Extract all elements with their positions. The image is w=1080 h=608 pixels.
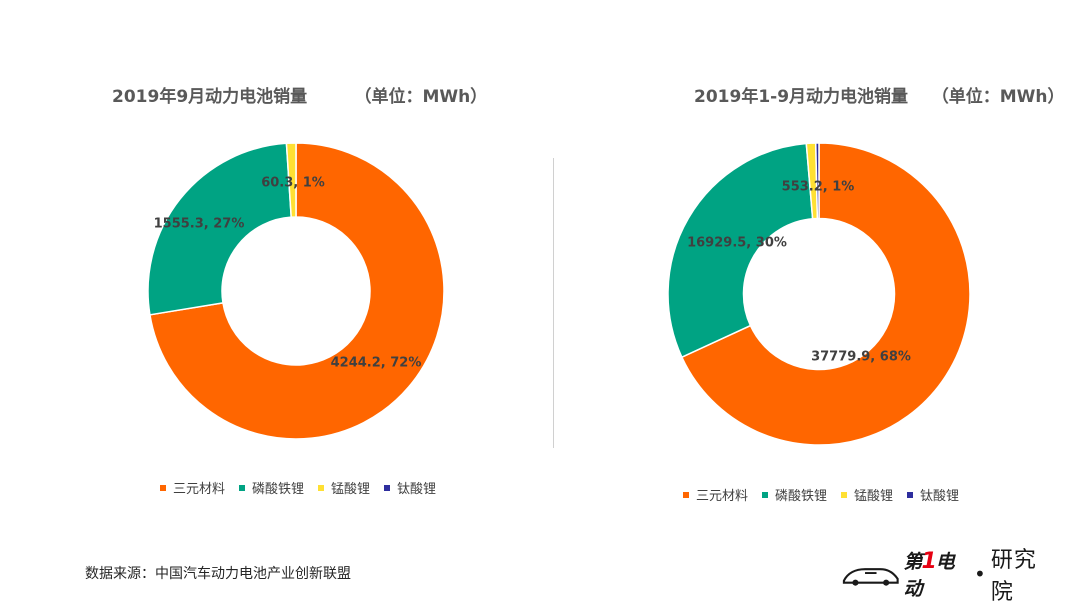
data-label-lfp: 16929.5, 30% <box>687 236 787 251</box>
legend-cumulative: 三元材料 磷酸铁锂 锰酸锂 钛酸锂 <box>683 485 973 504</box>
legend-swatch-lmo <box>318 484 325 491</box>
chart-title-monthly: 2019年9月动力电池销量 （单位：MWh） <box>112 87 488 107</box>
data-label-ternary: 37779.9, 68% <box>811 350 911 365</box>
legend-item-lto: 钛酸锂 <box>907 485 959 504</box>
data-label-lmo: 60.3, 1% <box>261 176 325 191</box>
legend-item-ternary: 三元材料 <box>160 478 225 497</box>
legend-item-ternary: 三元材料 <box>683 485 748 504</box>
legend-label-lto: 钛酸锂 <box>920 489 960 504</box>
divider <box>553 158 554 448</box>
slice-ternary <box>149 142 445 440</box>
legend-label-lmo: 锰酸锂 <box>331 482 371 497</box>
logo-brand: 第1电动 <box>903 549 954 600</box>
legend-label-lto: 钛酸锂 <box>397 482 437 497</box>
legend-item-lfp: 磷酸铁锂 <box>762 485 827 504</box>
legend-item-lto: 钛酸锂 <box>384 478 436 497</box>
legend-item-lmo: 锰酸锂 <box>841 485 893 504</box>
legend-item-lmo: 锰酸锂 <box>318 478 370 497</box>
logo: 第1电动 • 研究院 <box>842 548 1057 605</box>
logo-sub: 研究院 <box>990 548 1037 605</box>
legend-swatch-ternary <box>160 484 166 491</box>
legend-item-lfp: 磷酸铁锂 <box>239 478 304 497</box>
legend-swatch-lto <box>907 491 914 498</box>
car-logo-icon <box>842 568 899 586</box>
slice-lfp <box>147 142 293 316</box>
data-source: 数据来源：中国汽车动力电池产业创新联盟 <box>85 566 351 582</box>
legend-swatch-lfp <box>239 484 246 491</box>
legend-label-lmo: 锰酸锂 <box>854 489 894 504</box>
legend-label-lfp: 磷酸铁锂 <box>775 489 828 504</box>
donut-chart-cumulative: 37779.9, 68% 16929.5, 30% 553.2, 1% <box>667 142 971 446</box>
legend-monthly: 三元材料 磷酸铁锂 锰酸锂 钛酸锂 <box>160 478 450 497</box>
legend-label-ternary: 三元材料 <box>696 489 749 504</box>
data-label-lmo: 553.2, 1% <box>782 180 855 195</box>
legend-label-lfp: 磷酸铁锂 <box>252 482 305 497</box>
slice-lmo <box>285 142 297 218</box>
data-label-lfp: 1555.3, 27% <box>154 217 245 232</box>
legend-label-ternary: 三元材料 <box>173 482 226 497</box>
slice-lfp <box>667 142 814 359</box>
legend-swatch-lfp <box>762 491 769 498</box>
slice-ternary <box>680 142 971 446</box>
chart-title-cumulative: 2019年1-9月动力电池销量 （单位：MWh） <box>694 87 1065 107</box>
donut-chart-monthly: 4244.2, 72% 1555.3, 27% 60.3, 1% <box>147 142 445 440</box>
slice-lto <box>814 142 820 220</box>
legend-swatch-ternary <box>683 491 689 498</box>
data-label-ternary: 4244.2, 72% <box>331 356 422 371</box>
legend-swatch-lmo <box>841 491 848 498</box>
logo-dot: • <box>974 562 986 586</box>
legend-swatch-lto <box>384 484 391 491</box>
